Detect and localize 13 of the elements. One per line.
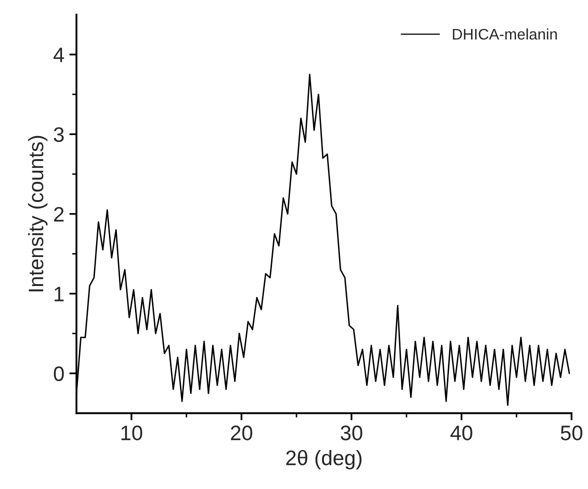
y-axis-title: Intensity (counts) <box>28 136 48 292</box>
y-tick-label: 1 <box>54 286 64 302</box>
x-tick-label: 50 <box>560 426 582 440</box>
legend-label: DHICA-melanin <box>452 28 557 40</box>
x-tick-label: 10 <box>121 426 142 440</box>
x-axis-title: 2θ (deg) <box>286 450 362 470</box>
y-tick-label: 4 <box>54 48 64 62</box>
y-tick-label: 2 <box>54 206 64 222</box>
x-tick-label: 40 <box>450 426 472 440</box>
x-tick-label: 20 <box>230 426 252 440</box>
y-tick-label: 3 <box>54 127 64 142</box>
y-tick-label: 0 <box>54 366 64 382</box>
x-tick-label: 30 <box>340 426 362 440</box>
